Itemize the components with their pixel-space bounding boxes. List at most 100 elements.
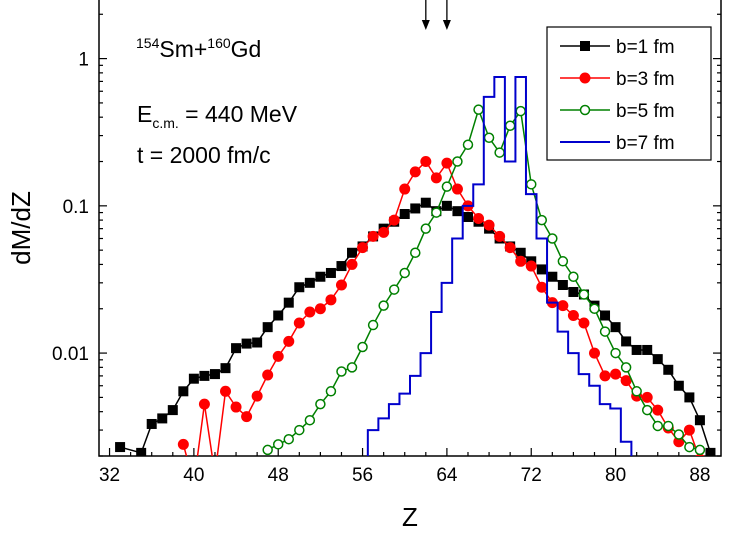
energy-value: = 440 MeV	[179, 101, 298, 127]
x-tick-label: 40	[183, 465, 204, 486]
y-axis-title: dM/dZ	[6, 191, 36, 265]
data-point	[167, 405, 178, 416]
data-point	[663, 364, 674, 375]
x-tick-label: 56	[352, 465, 373, 486]
data-point	[599, 326, 611, 337]
data-point	[684, 392, 695, 403]
plot-frame	[98, 0, 722, 457]
reaction-mass-2: 160	[207, 35, 231, 51]
data-point	[620, 375, 632, 387]
data-point	[231, 343, 242, 354]
data-point	[336, 261, 347, 272]
data-point	[694, 444, 706, 456]
arrow-markers	[421, 0, 451, 30]
data-point	[315, 398, 326, 410]
data-point	[357, 242, 369, 254]
data-point	[325, 386, 337, 397]
data-point	[251, 390, 263, 402]
data-point	[483, 132, 495, 144]
data-point	[620, 362, 632, 373]
data-point	[304, 306, 316, 318]
legend-marker	[580, 41, 590, 51]
data-point	[346, 362, 358, 373]
data-point	[494, 230, 506, 242]
data-point	[367, 230, 379, 242]
data-point	[631, 344, 642, 355]
data-point	[451, 183, 463, 195]
data-point	[304, 414, 316, 426]
data-point	[441, 200, 452, 211]
data-point	[515, 105, 526, 117]
x-tick-label: 88	[689, 465, 710, 486]
reaction-element-1: Sm+	[159, 36, 207, 62]
data-point	[494, 147, 505, 158]
data-point	[567, 309, 579, 321]
x-tick-label: 48	[268, 465, 289, 486]
data-point	[409, 166, 421, 178]
data-point	[336, 366, 347, 377]
data-point	[410, 247, 421, 259]
data-point	[652, 354, 663, 365]
time-label: t = 2000 fm/c	[137, 142, 271, 168]
energy-subscript: c.m.	[152, 115, 178, 131]
y-tick-label: 0.01	[52, 344, 89, 365]
data-point	[252, 337, 263, 348]
data-point	[452, 206, 463, 217]
data-point	[641, 404, 653, 416]
data-point	[547, 233, 558, 244]
arrow-head	[421, 20, 430, 30]
data-point	[199, 370, 210, 381]
data-point	[399, 183, 411, 195]
data-point	[557, 256, 569, 267]
data-point	[504, 120, 516, 131]
data-point	[673, 429, 685, 440]
x-axis-title: Z	[402, 502, 418, 532]
data-point	[600, 310, 611, 321]
x-tick-label: 64	[436, 465, 458, 486]
y-tick-label: 0.1	[63, 197, 89, 218]
data-point	[525, 179, 537, 190]
legend-marker	[579, 72, 591, 84]
reaction-element-2: Gd	[231, 36, 262, 62]
x-tick-label: 72	[521, 465, 542, 486]
data-point	[262, 444, 273, 456]
energy-label: Ec.m. = 440 MeV	[137, 101, 298, 131]
data-point	[294, 282, 305, 293]
data-point	[177, 438, 189, 450]
data-point	[515, 255, 527, 267]
data-point	[599, 370, 611, 382]
data-point	[410, 203, 421, 214]
series-1	[177, 156, 705, 456]
data-point	[262, 369, 274, 381]
data-point	[705, 447, 716, 456]
x-tick-label: 32	[99, 465, 120, 486]
data-point	[399, 209, 410, 220]
data-point	[589, 303, 600, 315]
data-point	[695, 453, 705, 456]
data-point	[631, 386, 642, 397]
legend: b=1 fm b=3 fm b=5 fm b=7 fm	[546, 26, 712, 161]
data-point	[441, 157, 453, 169]
data-point	[673, 380, 684, 391]
data-point	[684, 441, 695, 453]
data-point	[241, 411, 253, 423]
data-point	[315, 271, 326, 282]
data-point	[198, 398, 210, 410]
data-point	[378, 300, 389, 311]
data-point	[663, 420, 674, 432]
data-point	[568, 286, 579, 297]
legend-box	[546, 26, 712, 161]
data-point	[483, 219, 495, 231]
data-point	[504, 242, 516, 254]
data-point	[294, 424, 305, 436]
data-point	[641, 391, 653, 403]
data-point	[610, 347, 621, 359]
data-point	[335, 279, 347, 291]
data-point	[388, 214, 400, 226]
x-tick-label: 80	[605, 465, 626, 486]
data-point	[578, 317, 590, 329]
data-point	[220, 363, 231, 374]
data-point	[547, 271, 558, 282]
data-point	[399, 267, 410, 279]
